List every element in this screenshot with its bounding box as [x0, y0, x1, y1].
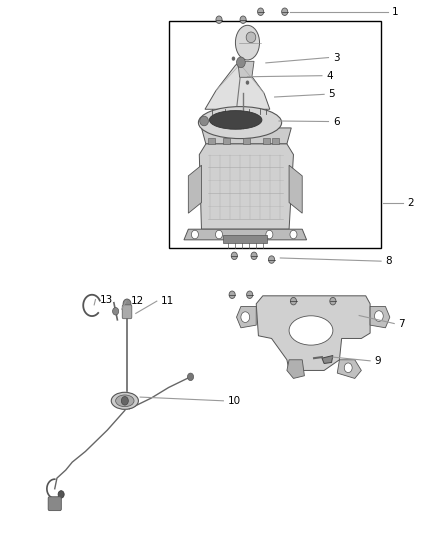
Circle shape — [251, 252, 257, 260]
Ellipse shape — [111, 392, 138, 409]
Text: 4: 4 — [326, 71, 333, 80]
Bar — [263, 138, 270, 144]
Text: 5: 5 — [328, 90, 335, 99]
Text: 10: 10 — [228, 396, 241, 406]
Circle shape — [247, 291, 253, 298]
FancyBboxPatch shape — [48, 497, 61, 511]
Text: 8: 8 — [385, 256, 392, 266]
Circle shape — [237, 57, 245, 68]
Bar — [169, 21, 381, 248]
Text: 12: 12 — [131, 296, 144, 306]
Text: 7: 7 — [399, 319, 405, 328]
Bar — [223, 138, 230, 144]
Circle shape — [187, 373, 194, 381]
Text: 2: 2 — [407, 198, 414, 207]
Polygon shape — [237, 306, 256, 328]
Ellipse shape — [236, 25, 259, 60]
Polygon shape — [287, 360, 304, 378]
Text: 3: 3 — [333, 53, 339, 62]
Circle shape — [282, 8, 288, 15]
Circle shape — [344, 363, 352, 373]
Text: 6: 6 — [333, 117, 339, 126]
Polygon shape — [337, 360, 361, 378]
Circle shape — [374, 311, 383, 321]
Text: 9: 9 — [374, 356, 381, 366]
Bar — [272, 138, 279, 144]
Circle shape — [266, 230, 273, 239]
Polygon shape — [188, 165, 201, 213]
Circle shape — [113, 308, 119, 315]
FancyBboxPatch shape — [122, 305, 132, 319]
Circle shape — [231, 252, 237, 260]
Polygon shape — [256, 296, 370, 370]
Polygon shape — [199, 144, 293, 229]
Polygon shape — [201, 128, 291, 144]
Polygon shape — [322, 356, 333, 364]
Circle shape — [215, 230, 223, 239]
Circle shape — [268, 256, 275, 263]
Ellipse shape — [209, 111, 262, 130]
Text: 11: 11 — [161, 296, 174, 306]
Ellipse shape — [198, 107, 282, 139]
Polygon shape — [205, 63, 270, 109]
Bar — [223, 235, 267, 243]
Ellipse shape — [246, 32, 256, 43]
Circle shape — [330, 297, 336, 305]
Circle shape — [191, 230, 198, 239]
Circle shape — [123, 299, 131, 309]
Polygon shape — [289, 165, 302, 213]
Bar — [208, 138, 215, 144]
Polygon shape — [370, 306, 390, 328]
Circle shape — [240, 16, 246, 23]
Polygon shape — [238, 61, 254, 77]
Circle shape — [241, 312, 250, 322]
Circle shape — [216, 16, 222, 23]
Circle shape — [232, 56, 235, 61]
Circle shape — [121, 397, 128, 405]
Bar — [243, 138, 250, 144]
Circle shape — [246, 80, 249, 85]
Ellipse shape — [200, 116, 208, 126]
Text: 13: 13 — [100, 295, 113, 304]
Circle shape — [229, 291, 235, 298]
Text: 1: 1 — [392, 7, 399, 17]
Circle shape — [290, 297, 297, 305]
Circle shape — [58, 491, 64, 498]
Polygon shape — [184, 229, 307, 240]
Circle shape — [290, 230, 297, 239]
Ellipse shape — [289, 316, 333, 345]
Circle shape — [258, 8, 264, 15]
Ellipse shape — [116, 395, 134, 407]
